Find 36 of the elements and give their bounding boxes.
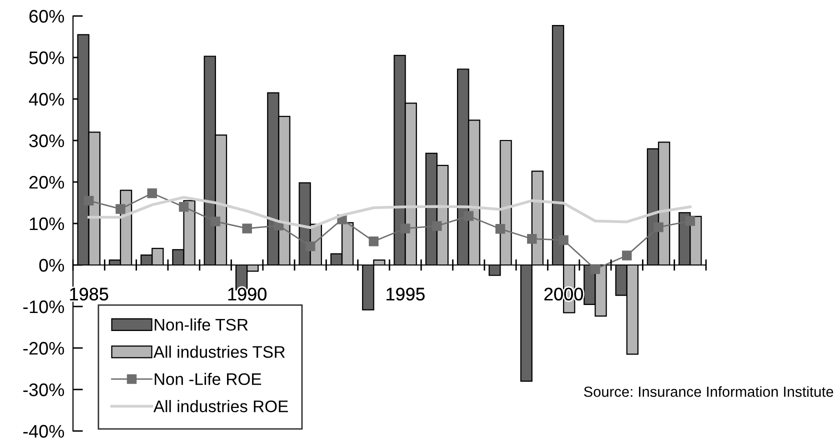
y-tick-label: 30% <box>29 134 64 148</box>
point <box>464 211 474 221</box>
y-tick-label: 0% <box>39 258 64 272</box>
y-tick-label: 50% <box>29 51 64 64</box>
y-tick-label: -40% <box>23 424 64 438</box>
legend-label: Non -Life ROE <box>154 372 262 386</box>
point <box>432 221 442 231</box>
point <box>242 224 252 234</box>
point <box>622 250 632 260</box>
point <box>178 202 189 212</box>
legend-label: All industries ROE <box>153 400 288 412</box>
point <box>495 224 506 234</box>
y-tick-label: -10% <box>23 300 64 314</box>
point <box>116 204 126 214</box>
y-tick-label: -20% <box>23 342 64 355</box>
y-tick-label: 40% <box>28 92 64 106</box>
point <box>558 235 568 245</box>
point <box>685 216 696 226</box>
y-tick-label: 60% <box>29 10 64 23</box>
point <box>527 234 537 244</box>
point <box>147 188 157 198</box>
annotation: Source: Insurance Information Institute <box>584 386 834 397</box>
x-tick-label: 1995 <box>386 288 425 300</box>
point <box>210 216 220 226</box>
y-tick-label: 10% <box>30 217 64 230</box>
point <box>84 196 94 206</box>
x-tick-label: 1990 <box>228 288 266 300</box>
y-tick-label: 20% <box>29 176 64 189</box>
line-series <box>87 196 692 230</box>
legend-label: All industries TSR <box>153 346 285 358</box>
point <box>368 236 379 246</box>
legend-label: Non-life TSR <box>154 318 248 331</box>
point <box>654 222 664 232</box>
y-tick-label: -30% <box>23 383 64 396</box>
point <box>400 224 410 234</box>
point <box>590 264 600 274</box>
